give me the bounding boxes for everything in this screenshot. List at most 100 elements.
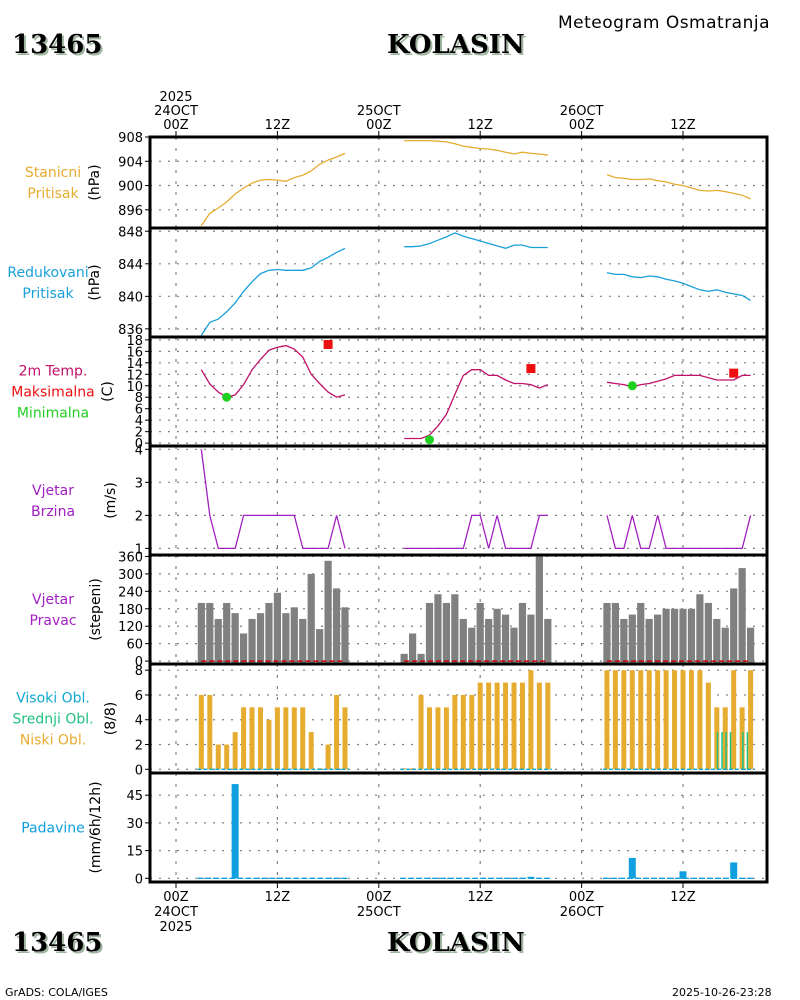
low-cloud-bar xyxy=(291,707,297,770)
y-tick-label: 0 xyxy=(135,655,143,670)
panel-unit-label: (C) xyxy=(100,381,116,402)
t-max-marker xyxy=(729,368,739,378)
wind-direction-bar xyxy=(307,573,315,664)
wind-direction-bar xyxy=(620,618,628,664)
low-cloud-bar xyxy=(748,670,754,770)
wind-direction-bar xyxy=(240,633,248,664)
t-min-marker xyxy=(627,381,637,391)
mid-cloud-bar xyxy=(721,732,723,770)
wind-direction-bar xyxy=(214,618,222,664)
y-tick-label: 8 xyxy=(135,391,143,406)
low-cloud-bar xyxy=(528,670,534,770)
low-cloud-bar xyxy=(655,670,661,770)
x-tick-label-top: 2025 xyxy=(159,90,192,105)
y-tick-label: 30 xyxy=(126,817,143,832)
wind-direction-bar xyxy=(197,602,205,664)
y-tick-label: 2 xyxy=(135,509,143,524)
station-id-bottom: 13465 xyxy=(12,928,103,958)
low-cloud-bar xyxy=(342,707,348,770)
low-cloud-bar xyxy=(198,694,204,770)
panel-label: Maksimalna xyxy=(11,385,95,401)
mid-cloud-bar xyxy=(742,732,744,770)
y-tick-label: 300 xyxy=(118,568,143,583)
panel-unit-label: (mm/6h/12h) xyxy=(88,781,104,873)
mid-cloud-bar xyxy=(729,732,732,770)
wind-direction-bar xyxy=(713,618,721,664)
low-cloud-bar xyxy=(545,682,551,770)
credit-text: GrADS: COLA/IGES xyxy=(5,986,108,999)
y-tick-label: 836 xyxy=(118,323,143,338)
wind-direction-bar xyxy=(679,608,687,664)
station-pressure-line xyxy=(404,139,548,156)
precip-bar xyxy=(527,876,535,879)
panel-unit-label: (hPa) xyxy=(87,164,103,200)
wind-direction-bar xyxy=(493,608,501,664)
temperature-line xyxy=(200,344,346,398)
wind-direction-bar xyxy=(400,653,408,664)
y-tick-label: 16 xyxy=(126,345,143,360)
station-id-top: 13465 xyxy=(12,30,103,60)
y-tick-label: 14 xyxy=(126,357,143,372)
low-cloud-bar xyxy=(680,670,686,770)
x-tick-label-bottom: 00Z xyxy=(569,890,595,905)
wind-speed-line xyxy=(404,514,548,550)
t-min-marker xyxy=(425,435,434,445)
wind-direction-bar xyxy=(425,602,434,664)
wind-direction-bar xyxy=(248,618,256,664)
low-cloud-bar xyxy=(452,694,458,770)
y-tick-label: 0 xyxy=(135,437,143,452)
x-tick-label-bottom: 26OCT xyxy=(560,905,604,920)
x-tick-label-top: 00Z xyxy=(163,118,189,133)
wind-direction-bar xyxy=(316,629,324,664)
panel-unit-label: (m/s) xyxy=(103,482,119,519)
wind-direction-bar xyxy=(485,618,493,664)
y-tick-label: 840 xyxy=(118,290,143,305)
low-cloud-bar xyxy=(334,694,340,770)
low-cloud-bar xyxy=(638,670,644,770)
low-cloud-bar xyxy=(503,682,509,770)
wind-direction-bar xyxy=(637,602,645,664)
panel-label: Pritisak xyxy=(22,286,74,302)
wind-direction-bar xyxy=(223,602,231,664)
low-cloud-bar xyxy=(731,670,737,770)
low-cloud-bar xyxy=(697,670,703,770)
low-cloud-bar xyxy=(469,694,475,770)
wind-direction-bar xyxy=(324,560,332,664)
panel-label: Padavine xyxy=(21,821,85,837)
y-tick-label: 2 xyxy=(135,739,143,754)
y-tick-label: 180 xyxy=(118,603,143,618)
wind-direction-bar xyxy=(476,602,484,664)
wind-direction-bar xyxy=(459,618,467,664)
wind-direction-bar xyxy=(738,568,746,664)
t-max-marker xyxy=(323,339,333,349)
station-name-top: KOLASIN xyxy=(387,30,525,60)
wind-direction-bar xyxy=(442,602,450,664)
wind-direction-bar xyxy=(696,594,704,664)
panel-label: Niski Obl. xyxy=(20,733,86,749)
wind-direction-bar xyxy=(332,588,341,664)
y-tick-label: 18 xyxy=(126,334,143,349)
x-tick-label-bottom: 00Z xyxy=(366,890,392,905)
wind-direction-bar xyxy=(231,613,239,664)
low-cloud-bar xyxy=(477,682,483,770)
mid-cloud-bar xyxy=(716,732,719,770)
wind-direction-bar xyxy=(611,602,619,664)
wind-direction-bar xyxy=(721,627,729,664)
wind-direction-bar xyxy=(417,653,425,664)
x-tick-label-bottom: 00Z xyxy=(163,890,189,905)
wind-direction-bar xyxy=(730,588,738,664)
wind-direction-bar xyxy=(434,594,442,664)
wind-direction-bar xyxy=(510,627,518,664)
panel-label: Vjetar xyxy=(32,592,74,608)
panel-unit-label: (8/8) xyxy=(103,702,119,735)
x-tick-label-bottom: 2025 xyxy=(159,920,192,935)
precip-bar xyxy=(730,862,738,879)
y-tick-label: 4 xyxy=(135,714,143,729)
panel-label: Pravac xyxy=(29,613,76,629)
x-tick-label-bottom: 12Z xyxy=(265,890,291,905)
low-cloud-bar xyxy=(266,719,272,770)
panel-label: Vjetar xyxy=(32,483,74,499)
y-tick-label: 8 xyxy=(135,664,143,679)
x-tick-label-top: 12Z xyxy=(467,118,493,133)
wind-direction-bar xyxy=(468,627,476,664)
